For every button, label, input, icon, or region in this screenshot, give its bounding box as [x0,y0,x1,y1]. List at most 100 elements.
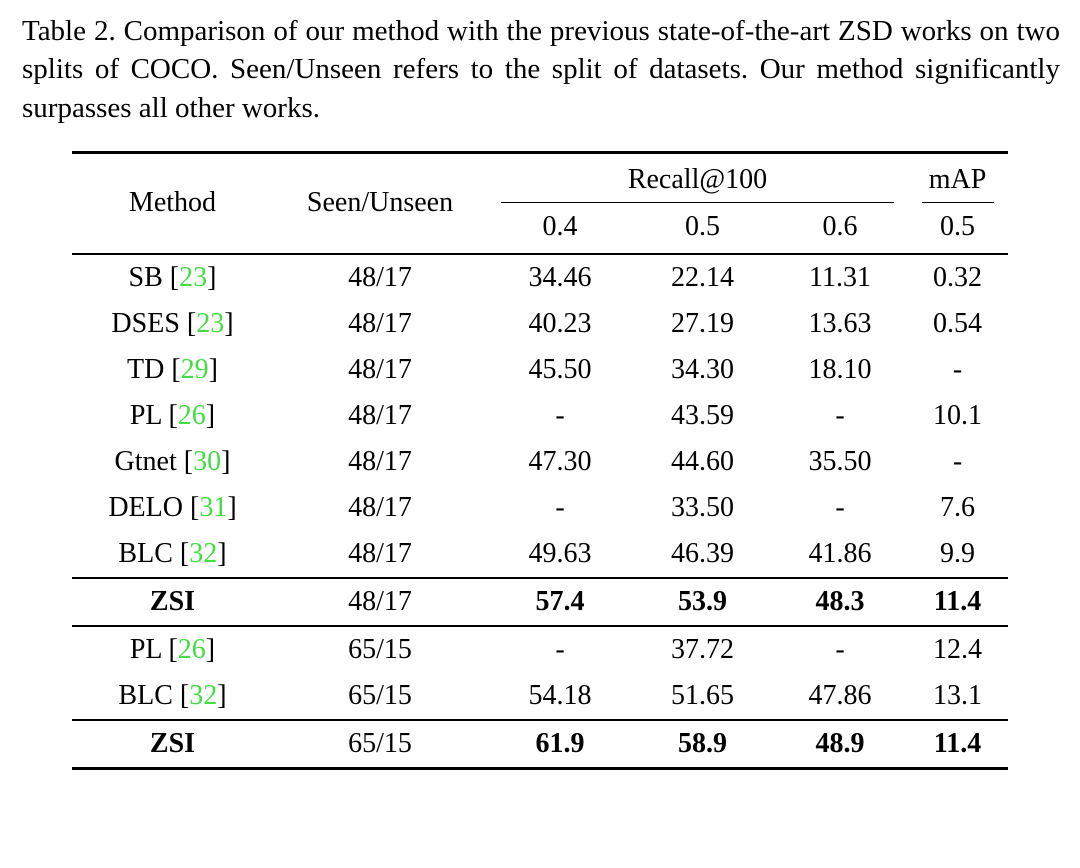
method-label: PL [129,633,162,665]
citation-number[interactable]: 23 [179,261,208,293]
cell-map-0_5: - [952,353,963,385]
cell-recall-0_5: 43.59 [670,399,734,431]
cell-recall-0_6: 35.50 [808,445,872,477]
cell-recall-0_6: 47.86 [808,679,872,711]
table-row: ZSI 48/17 57.4 53.9 48.3 11.4 [72,576,1008,626]
method-label: BLC [118,679,173,711]
table-header: Method Seen/Unseen Recall@100 mAP 0.4 0.… [72,152,1008,255]
paper-page: Table 2. Comparison of our method with t… [22,15,1060,770]
cell-recall-0_4: 49.63 [528,537,592,569]
cell-recall-0_5: 34.30 [670,353,734,385]
cell-seen-unseen-split: 48/17 [348,399,412,431]
citation-number[interactable]: 32 [189,679,218,711]
cell-recall-0_4: 34.46 [528,261,592,293]
table-row: BLC [32] 48/17 49.63 46.39 41.86 9.9 [72,531,1007,578]
method-label: DELO [108,491,183,523]
cell-recall-0_5: 27.19 [670,307,734,339]
cell-recall-0_6: - [835,399,845,431]
citation-number[interactable]: 32 [189,537,218,569]
cell-recall-0_6: - [772,624,908,673]
table-row: PL [26] 65/15-37.72-12.4 [72,624,1008,673]
cell-seen-unseen-split: 48/17 [272,576,488,626]
cell-recall-0_6: 41.86 [808,537,872,569]
cell-map-0_5: 13.1 [933,679,982,711]
cell-recall-0_4: 57.4 [487,576,633,626]
col-group-map: mAP [908,152,1008,203]
citation-number[interactable]: 30 [193,445,222,477]
cell-method: SB [23] [128,261,217,293]
cell-map-0_5: 7.6 [940,491,975,523]
table-row: ZSI 65/15 61.9 58.9 48.9 11.4 [72,718,1008,769]
citation-number[interactable]: 26 [177,399,206,431]
method-label: PL [129,399,162,431]
col-group-recall-at-100: Recall@100 [487,152,907,203]
cell-recall-0_6: 11.31 [809,261,871,293]
cell-recall-0_4: - [487,624,633,673]
cell-recall-0_6: 13.63 [808,307,872,339]
table-row: Gtnet [30] 48/17 47.30 44.60 35.50 - [72,439,1007,485]
cell-method: DELO [31] [108,491,237,523]
table-row: PL [26] 48/17 - 43.59 - 10.1 [72,393,1007,439]
method-label: DSES [111,307,180,339]
cell-seen-unseen-split: 48/17 [348,445,412,477]
method-label: TD [126,353,165,385]
cell-recall-0_4: 54.18 [528,679,592,711]
cell-recall-0_6: - [835,491,845,523]
header-row-thresholds: 0.4 0.5 0.6 0.5 [72,202,1008,255]
cell-seen-unseen-split: 65/15 [272,718,488,769]
cell-method: ZSI [72,576,273,626]
cell-recall-0_5: 33.50 [670,491,734,523]
cell-method: BLC [32] [118,679,227,711]
cell-recall-0_4: 61.9 [487,718,633,769]
cell-map-0_5: 0.54 [933,307,982,339]
cell-recall-0_5: 37.72 [632,624,773,673]
col-header-recall-0_4: 0.4 [487,202,633,255]
cell-seen-unseen-split: 48/17 [348,307,412,339]
cell-recall-0_4: - [555,491,565,523]
cell-method: DSES [23] [111,307,234,339]
cell-recall-0_6: 18.10 [808,353,872,385]
cell-recall-0_5: 22.14 [670,261,734,293]
col-header-seen-unseen: Seen/Unseen [272,152,488,255]
cell-map-0_5: 11.4 [907,576,1008,626]
cell-recall-0_5: 51.65 [670,679,734,711]
table-body: SB [23] 48/17 34.46 22.14 11.31 0.32 DSES [23]… [72,254,1008,769]
cell-recall-0_4: 40.23 [528,307,592,339]
cell-recall-0_4: 47.30 [528,445,592,477]
citation-number[interactable]: 31 [199,491,228,523]
method-label: SB [128,261,163,293]
cell-recall-0_6: 48.9 [772,718,908,769]
cell-method: PL [26] [72,624,273,673]
caption-label: Table 2. [22,15,116,47]
cell-recall-0_5: 44.60 [670,445,734,477]
citation-number[interactable]: 29 [180,353,209,385]
method-label: ZSI [149,727,196,759]
method-label: BLC [118,537,173,569]
recall-group-label: Recall@100 [627,163,768,195]
cell-method: BLC [32] [118,537,227,569]
table-row: SB [23] 48/17 34.46 22.14 11.31 0.32 [72,254,1007,301]
col-header-recall-0_6: 0.6 [772,202,908,255]
cell-recall-0_4: - [555,399,565,431]
cell-seen-unseen-split: 48/17 [348,353,412,385]
cell-recall-0_5: 46.39 [670,537,734,569]
cell-seen-unseen-split: 65/15 [348,679,412,711]
table-row: DELO [31] 48/17 - 33.50 - 7.6 [72,485,1007,531]
citation-number[interactable]: 26 [177,633,206,665]
cell-method: TD [29] [126,353,218,385]
table-row: TD [29] 48/17 45.50 34.30 18.10 - [72,347,1007,393]
method-label: ZSI [149,585,196,617]
map-group-label: mAP [928,163,987,195]
header-row-groups: Method Seen/Unseen Recall@100 mAP [72,152,1008,255]
cell-recall-0_6: 48.3 [772,576,908,626]
citation-number[interactable]: 23 [196,307,225,339]
cell-method: Gtnet [30] [114,445,231,477]
col-header-method: Method [72,152,273,255]
cell-method: ZSI [72,718,273,769]
cell-method: PL [26] [129,399,216,431]
cell-map-0_5: 12.4 [907,624,1008,673]
map-group-underline: mAP [921,163,994,203]
col-header-recall-0_5: 0.5 [632,202,773,255]
cell-map-0_5: 0.32 [933,261,982,293]
cell-seen-unseen-split: 65/15 [272,624,488,673]
